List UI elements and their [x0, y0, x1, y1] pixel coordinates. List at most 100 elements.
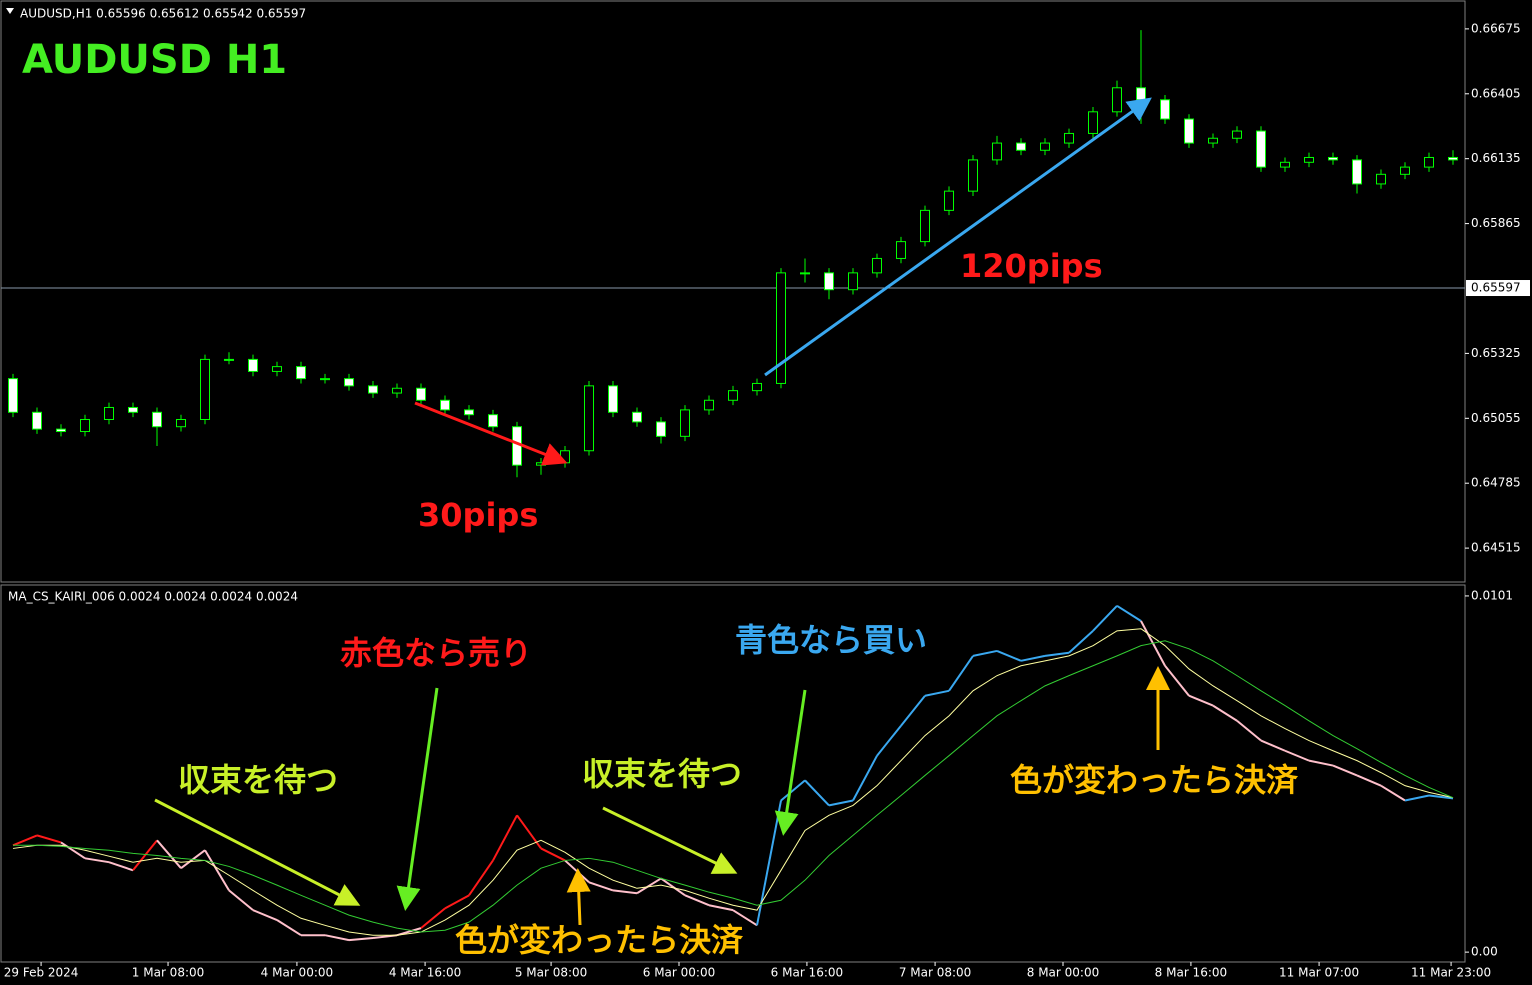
- candle-body: [488, 414, 498, 428]
- candle-body: [296, 366, 306, 380]
- indicator-segment: [516, 814, 542, 850]
- indicator-segment: [1020, 654, 1046, 662]
- indicator-segment: [756, 800, 782, 926]
- indicator-segment: [1236, 720, 1262, 742]
- collapse-icon[interactable]: [6, 8, 14, 14]
- price-label-box: [1466, 280, 1530, 297]
- candle-body: [1064, 132, 1074, 144]
- x-tick-label: 1 Mar 08:00: [132, 966, 205, 980]
- indicator-segment: [108, 861, 134, 872]
- x-tick-label: 11 Mar 07:00: [1279, 966, 1359, 980]
- indicator-segment: [1044, 651, 1070, 657]
- indicator-segment: [1428, 794, 1454, 800]
- indicator-segment: [1356, 774, 1382, 787]
- x-tick-label: 8 Mar 00:00: [1027, 966, 1100, 980]
- indicator-segment: [60, 841, 86, 860]
- arrow: [396, 687, 439, 911]
- x-tick-label: 6 Mar 16:00: [771, 966, 844, 980]
- candle-body: [392, 387, 402, 394]
- candle-body: [320, 378, 330, 381]
- candle-body: [1400, 166, 1410, 175]
- indicator-segment: [228, 889, 254, 911]
- indicator-segment: [156, 839, 182, 869]
- candle-body: [8, 378, 18, 413]
- indicator-segment: [924, 689, 950, 697]
- marks: 0.66675 0.66405 0.66135 0.65865 0.65325 0.650…: [1, 21, 1530, 980]
- y-tick-label: 0.65325: [1471, 346, 1521, 360]
- candle-body: [200, 358, 210, 421]
- candle-body: [1448, 156, 1458, 161]
- moving-average: [13, 640, 1454, 933]
- candle-body: [992, 142, 1002, 161]
- candle-body: [56, 428, 66, 433]
- indicator-segment: [84, 857, 110, 864]
- candle-body: [1232, 130, 1242, 139]
- indicator-segment: [1092, 605, 1118, 632]
- indicator-segment: [1068, 630, 1094, 654]
- candle-body: [32, 411, 42, 430]
- y-tick-label: 0.0101: [1471, 588, 1513, 602]
- candle-body: [1016, 142, 1026, 151]
- x-tick-label: 11 Mar 23:00: [1411, 966, 1491, 980]
- candle-body: [128, 406, 138, 413]
- candle-body: [80, 419, 90, 433]
- candle-body: [800, 272, 810, 275]
- candle-body: [152, 411, 162, 428]
- indicator-segment: [948, 655, 974, 692]
- indicator-segment: [660, 877, 686, 897]
- price-panel: [0, 0, 1466, 583]
- indicator-segment: [132, 839, 158, 871]
- chart-title: AUDUSD H1: [22, 37, 287, 83]
- candle-body: [1160, 99, 1170, 120]
- indicator-segment: [732, 909, 758, 927]
- indicator-panel: [0, 584, 1466, 963]
- candle-body: [224, 358, 234, 361]
- candle-body: [968, 159, 978, 192]
- y-tick-label: 0.66405: [1471, 86, 1521, 100]
- candle-body: [176, 419, 186, 428]
- y-tick-label: 0.00: [1471, 945, 1498, 959]
- candle-body: [872, 257, 882, 274]
- arrow: [774, 689, 807, 836]
- indicator-segment: [804, 779, 830, 807]
- moving-average: [12, 628, 1454, 936]
- candle-body: [248, 358, 258, 372]
- candle-body: [1088, 111, 1098, 134]
- arrows: [154, 97, 1170, 926]
- indicator-segment: [636, 877, 662, 895]
- indicator-segment: [468, 859, 494, 896]
- indicator-segment: [1332, 764, 1358, 777]
- x-tick-label: 8 Mar 16:00: [1155, 966, 1228, 980]
- indicator-segment: [276, 919, 302, 937]
- annotation: 30pips: [418, 496, 538, 534]
- candle-body: [896, 241, 906, 259]
- indicator-segment: [852, 755, 878, 801]
- candle-body: [608, 385, 618, 413]
- y-tick-label: 0.64785: [1471, 476, 1521, 490]
- candle-body: [1304, 156, 1314, 163]
- candle-body: [752, 382, 762, 392]
- indicator-segment: [1404, 794, 1430, 802]
- y-tick-label: 0.65055: [1471, 411, 1521, 425]
- indicator-segment: [876, 725, 902, 757]
- candle-body: [1280, 161, 1290, 168]
- candle-body: [368, 385, 378, 394]
- annotation: 120pips: [960, 247, 1103, 285]
- x-tick-label: 29 Feb 2024: [4, 966, 79, 980]
- y-tick-label: 0.66135: [1471, 151, 1521, 165]
- candle-body: [416, 387, 426, 401]
- indicator-segment: [1380, 784, 1406, 802]
- candle-body: [632, 411, 642, 423]
- indicator-segment: [1188, 694, 1214, 707]
- y-tick-label: 0.65865: [1471, 216, 1521, 230]
- candle-body: [776, 272, 786, 384]
- indicator-segment: [36, 834, 62, 844]
- indicator-segment: [252, 909, 278, 921]
- candle-body: [704, 399, 714, 411]
- candle-body: [1256, 130, 1266, 168]
- indicator-segment: [1260, 739, 1286, 752]
- arrow: [764, 97, 1152, 377]
- candle-body: [1328, 156, 1338, 161]
- indicator-segment: [444, 894, 470, 910]
